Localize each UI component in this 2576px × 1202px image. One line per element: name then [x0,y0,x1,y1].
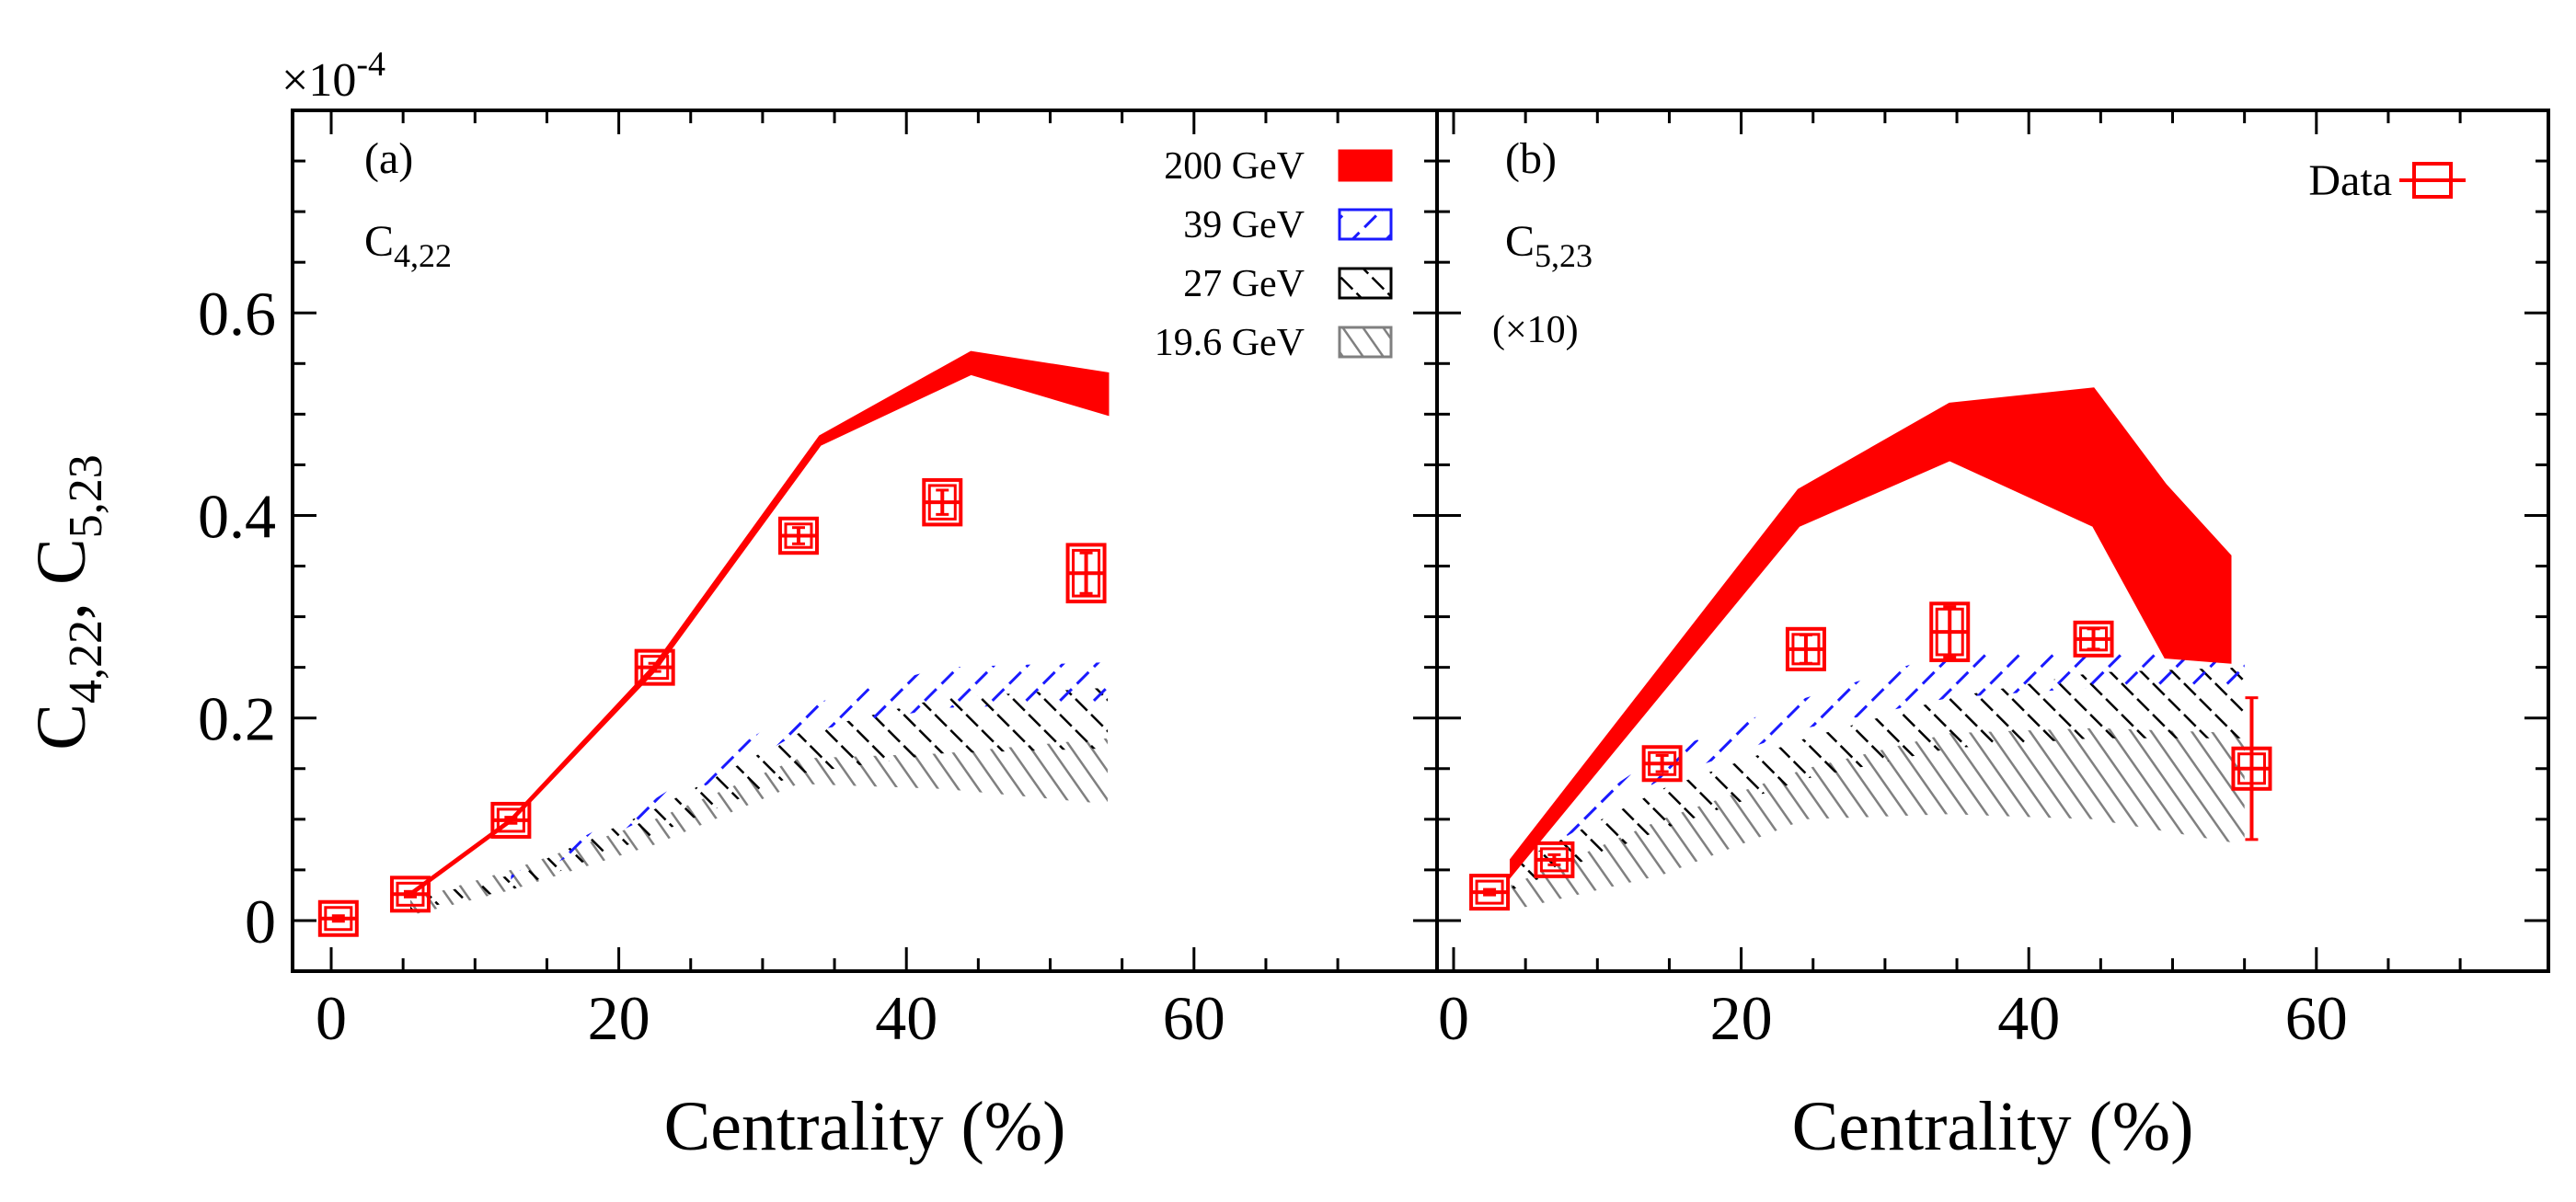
data-points-a [317,477,1107,937]
legend-label-e196: 19.6 GeV [1155,322,1305,364]
legend-swatch-e27 [1338,267,1393,300]
data-point [634,648,675,686]
data-point [2231,696,2272,841]
band-e200-b [1510,387,2232,879]
x-ticks-b: 0 20 40 60 [1438,110,2462,1053]
y-axis-title: C4,22, C5,23 [23,454,112,750]
scale-note-b: (×10) [1492,309,1579,351]
panel-b: 0 20 40 60 (b) C5,23 (×10) Data Centrality … [1435,109,2550,1165]
legend-label-e200: 200 GeV [1164,145,1305,188]
data-point [1929,601,1971,662]
x-tick-label: 60 [1163,983,1225,1053]
x-ticks-a: 0 20 40 60 [316,110,1340,1053]
y-axis-title-sub1: 4,22 [60,620,112,704]
band-e27-a [410,687,1108,910]
x-tick-label: 40 [875,983,937,1053]
x-tick-label: 20 [588,983,650,1053]
panel-a: 0 0.2 0.4 0.6 0 20 40 60 (a) C4,22 200 GeV 39 G… [198,109,1439,1165]
band-e39-a [511,662,1108,886]
x-tick-label: 0 [316,983,347,1053]
observable-sub-b: 5,23 [1535,237,1593,274]
data-point [922,477,963,527]
y-axis-title-c1: C [23,704,100,750]
bands-b [1510,387,2245,910]
band-e196-b [1511,727,2245,910]
data-point [389,876,431,913]
y-ticks-b [1437,109,2548,922]
band-e196-a [410,738,1108,916]
x-tick-label: 40 [1997,983,2060,1053]
y-axis-title-sub2: 5,23 [60,454,112,538]
data-point [1469,874,1511,911]
data-legend-label: Data [2308,156,2392,205]
x-axis-title-a: Centrality (%) [664,1088,1066,1165]
data-point [1785,626,1826,671]
legend-swatch-e200 [1338,149,1393,182]
data-legend: Data [2308,156,2466,205]
data-point [1065,543,1107,604]
y-exponent-label: ×10-4 [282,45,385,107]
panel-label-a: (a) [364,134,413,183]
band-e27-b [1511,667,2245,890]
x-axis-title-b: Centrality (%) [1792,1088,2194,1165]
plot-frame-b [1435,109,2550,973]
x-tick-label: 60 [2285,983,2348,1053]
data-point [490,801,532,839]
y-tick-label: 0.6 [198,279,276,349]
band-e200-a [408,350,1110,899]
legend-swatch-e196 [1338,326,1393,359]
observable-label-a: C4,22 [364,217,452,274]
panel-label-b: (b) [1505,134,1557,183]
legend-label-e39: 39 GeV [1183,204,1305,246]
observable-sub-a: 4,22 [394,237,452,274]
energy-legend: 200 GeV 39 GeV 27 GeV 19.6 GeV [1155,145,1393,364]
data-point [317,899,359,937]
x-tick-label: 20 [1710,983,1773,1053]
data-point [777,516,819,555]
data-legend-marker [2399,162,2466,199]
y-exponent-power: -4 [356,45,385,84]
y-axis-title-sep: , [23,585,100,620]
y-axis-title-c2: C [23,538,100,585]
data-points-b [1469,601,2272,911]
x-tick-label: 0 [1438,983,1469,1053]
data-point [2073,620,2114,658]
y-tick-label: 0.2 [198,684,276,754]
data-point [1641,745,1683,783]
observable-c-b: C [1505,217,1535,266]
observable-c-a: C [364,217,394,266]
y-ticks-a: 0 0.2 0.4 0.6 [198,109,1437,956]
band-e39-b [1511,652,2245,870]
y-tick-label: 0 [245,887,276,956]
y-exponent-base: ×10 [282,54,356,107]
observable-label-b: C5,23 [1505,217,1593,274]
legend-swatch-e39 [1338,208,1393,241]
legend-label-e27: 27 GeV [1183,263,1305,305]
data-point [1534,841,1575,878]
y-tick-label: 0.4 [198,481,276,551]
